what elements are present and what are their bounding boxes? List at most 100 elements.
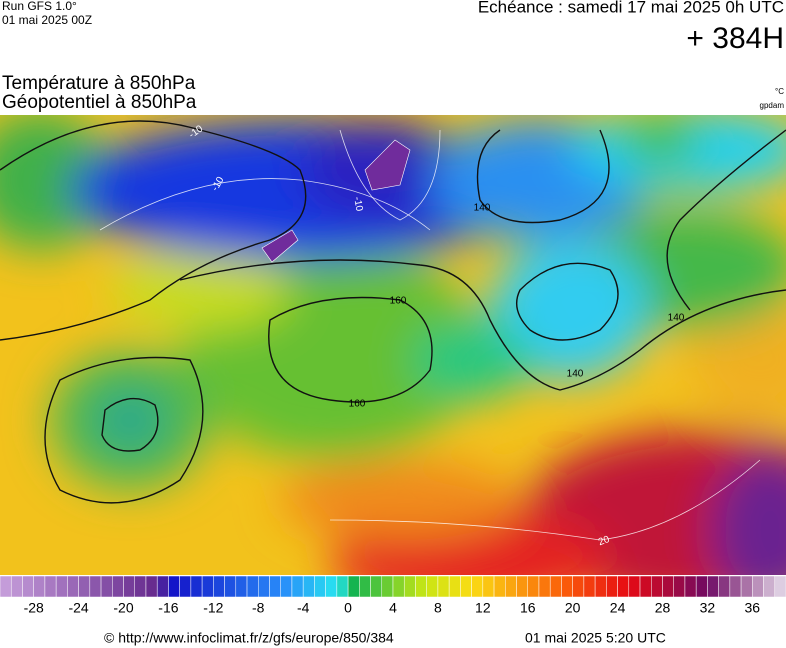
colorbar-swatch <box>22 575 34 598</box>
colorbar-swatch <box>505 575 517 598</box>
colorbar-swatch <box>78 575 91 598</box>
colorbar-tick-label: -4 <box>297 600 310 616</box>
isohypse-label: 160 <box>390 296 407 307</box>
colorbar-tick-label: -12 <box>203 600 223 616</box>
colorbar-swatch <box>763 575 776 598</box>
title-temperature: Température à 850hPa <box>2 73 196 94</box>
cold-core <box>364 139 411 191</box>
colorbar-swatch <box>179 575 192 598</box>
colorbar-swatch <box>213 575 225 598</box>
colorbar-swatch <box>403 575 416 598</box>
colorbar-swatch <box>639 575 652 598</box>
colorbar-swatch <box>594 575 607 598</box>
colorbar-tick-label: 0 <box>344 600 352 616</box>
colorbar-swatch <box>370 575 383 598</box>
map <box>0 115 786 575</box>
colorbar-swatch <box>583 575 596 598</box>
isotherm <box>99 178 431 231</box>
colorbar-swatch <box>471 575 484 598</box>
generated-time: 01 mai 2025 5:20 UTC <box>525 630 666 646</box>
colorbar-swatch <box>415 575 427 598</box>
colorbar-swatch <box>269 575 281 598</box>
colorbar-tick-label: -16 <box>158 600 178 616</box>
colorbar-swatch <box>246 575 259 598</box>
colorbar-tick-label: -8 <box>252 600 265 616</box>
colorbar-swatch <box>235 575 248 598</box>
colorbar-swatch <box>302 575 315 598</box>
colorbar-tick-label: 28 <box>655 600 671 616</box>
isohypse-label: 140 <box>474 203 491 214</box>
isotherm <box>339 129 441 221</box>
isohypse-label: 140 <box>668 313 685 324</box>
colorbar-swatch <box>359 575 371 598</box>
colorbar-swatch <box>0 575 12 598</box>
colorbar-swatch <box>617 575 630 598</box>
colorbar-swatch <box>325 575 338 598</box>
colorbar-swatch <box>774 575 786 598</box>
colorbar-swatch <box>201 575 214 598</box>
unit-geopotential: gpdam <box>760 101 785 110</box>
colorbar-swatch <box>606 575 618 598</box>
colorbar-tick-label: 8 <box>434 600 442 616</box>
colorbar-swatch <box>224 575 237 598</box>
colorbar-swatch <box>662 575 674 598</box>
colorbar-swatch <box>538 575 551 598</box>
colorbar-swatch <box>437 575 450 598</box>
isohypse <box>101 397 159 452</box>
colorbar-swatch <box>718 575 731 598</box>
colorbar-swatch <box>10 575 23 598</box>
colorbar-swatch <box>145 575 158 598</box>
colorbar-swatch <box>190 575 203 598</box>
isotherm-label: 20 <box>597 534 612 548</box>
colorbar-swatch <box>100 575 113 598</box>
isohypse <box>179 259 786 391</box>
colorbar-tick-label: 32 <box>700 600 716 616</box>
isohypse <box>0 120 307 341</box>
colorbar-swatch <box>156 575 169 598</box>
colorbar-swatch <box>347 575 360 598</box>
colorbar-swatch <box>426 575 439 598</box>
colorbar-swatch <box>381 575 394 598</box>
colorbar-swatch <box>740 575 753 598</box>
isohypse-label: 140 <box>567 369 584 380</box>
run-date: 01 mai 2025 00Z <box>2 13 92 27</box>
colorbar-swatch <box>392 575 405 598</box>
colorbar-swatch <box>516 575 528 598</box>
colorbar-swatch <box>729 575 742 598</box>
colorbar-swatch <box>493 575 506 598</box>
colorbar: -28 -24 -20 -16 -12 -8 -4 0 4 8 12 16 20 24 28 32 36 <box>0 575 786 616</box>
colorbar-tick-label: 4 <box>389 600 397 616</box>
colorbar-swatch <box>561 575 573 598</box>
isohypse <box>516 262 619 341</box>
colorbar-swatch <box>291 575 304 598</box>
colorbar-swatch <box>549 575 562 598</box>
colorbar-swatch <box>651 575 663 598</box>
colorbar-tick-label: -24 <box>68 600 88 616</box>
unit-temperature: °C <box>775 87 784 96</box>
colorbar-swatch <box>684 575 697 598</box>
colorbar-tick-label: -28 <box>24 600 44 616</box>
colorbar-tick-label: 20 <box>565 600 581 616</box>
colorbar-swatch <box>123 575 135 598</box>
colorbar-swatch <box>527 575 540 598</box>
colorbar-swatch <box>460 575 472 598</box>
colorbar-swatch <box>112 575 124 598</box>
colorbar-swatch <box>707 575 719 598</box>
colorbar-tick-label: 16 <box>520 600 536 616</box>
lead-time: + 384H <box>686 22 784 55</box>
colorbar-tick-label: -20 <box>113 600 133 616</box>
isohypse-label: 160 <box>349 399 366 410</box>
colorbar-swatch <box>258 575 270 598</box>
colorbar-tick-label: 12 <box>475 600 491 616</box>
colorbar-swatch <box>752 575 764 598</box>
isohypse <box>666 129 786 311</box>
colorbar-swatch <box>314 575 326 598</box>
colorbar-swatch <box>89 575 102 598</box>
temperature-field <box>0 115 786 575</box>
isohypse <box>44 356 204 504</box>
isotherm <box>329 459 761 541</box>
forecast-time: Echéance : samedi 17 mai 2025 0h UTC <box>478 0 784 16</box>
colorbar-tick-label: 36 <box>745 600 761 616</box>
